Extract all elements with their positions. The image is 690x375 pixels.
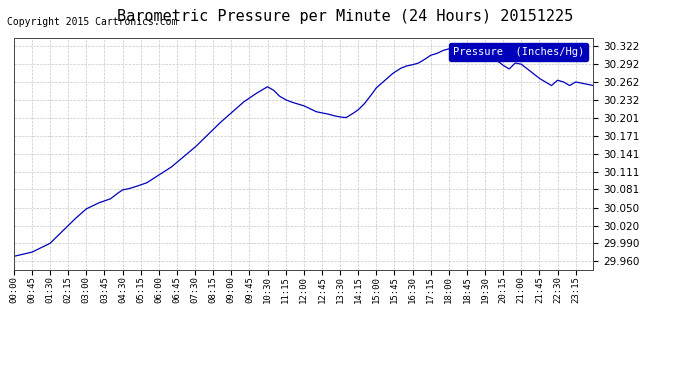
Text: Barometric Pressure per Minute (24 Hours) 20151225: Barometric Pressure per Minute (24 Hours…	[117, 9, 573, 24]
Legend: Pressure  (Inches/Hg): Pressure (Inches/Hg)	[448, 43, 588, 61]
Text: Copyright 2015 Cartronics.com: Copyright 2015 Cartronics.com	[7, 17, 177, 27]
